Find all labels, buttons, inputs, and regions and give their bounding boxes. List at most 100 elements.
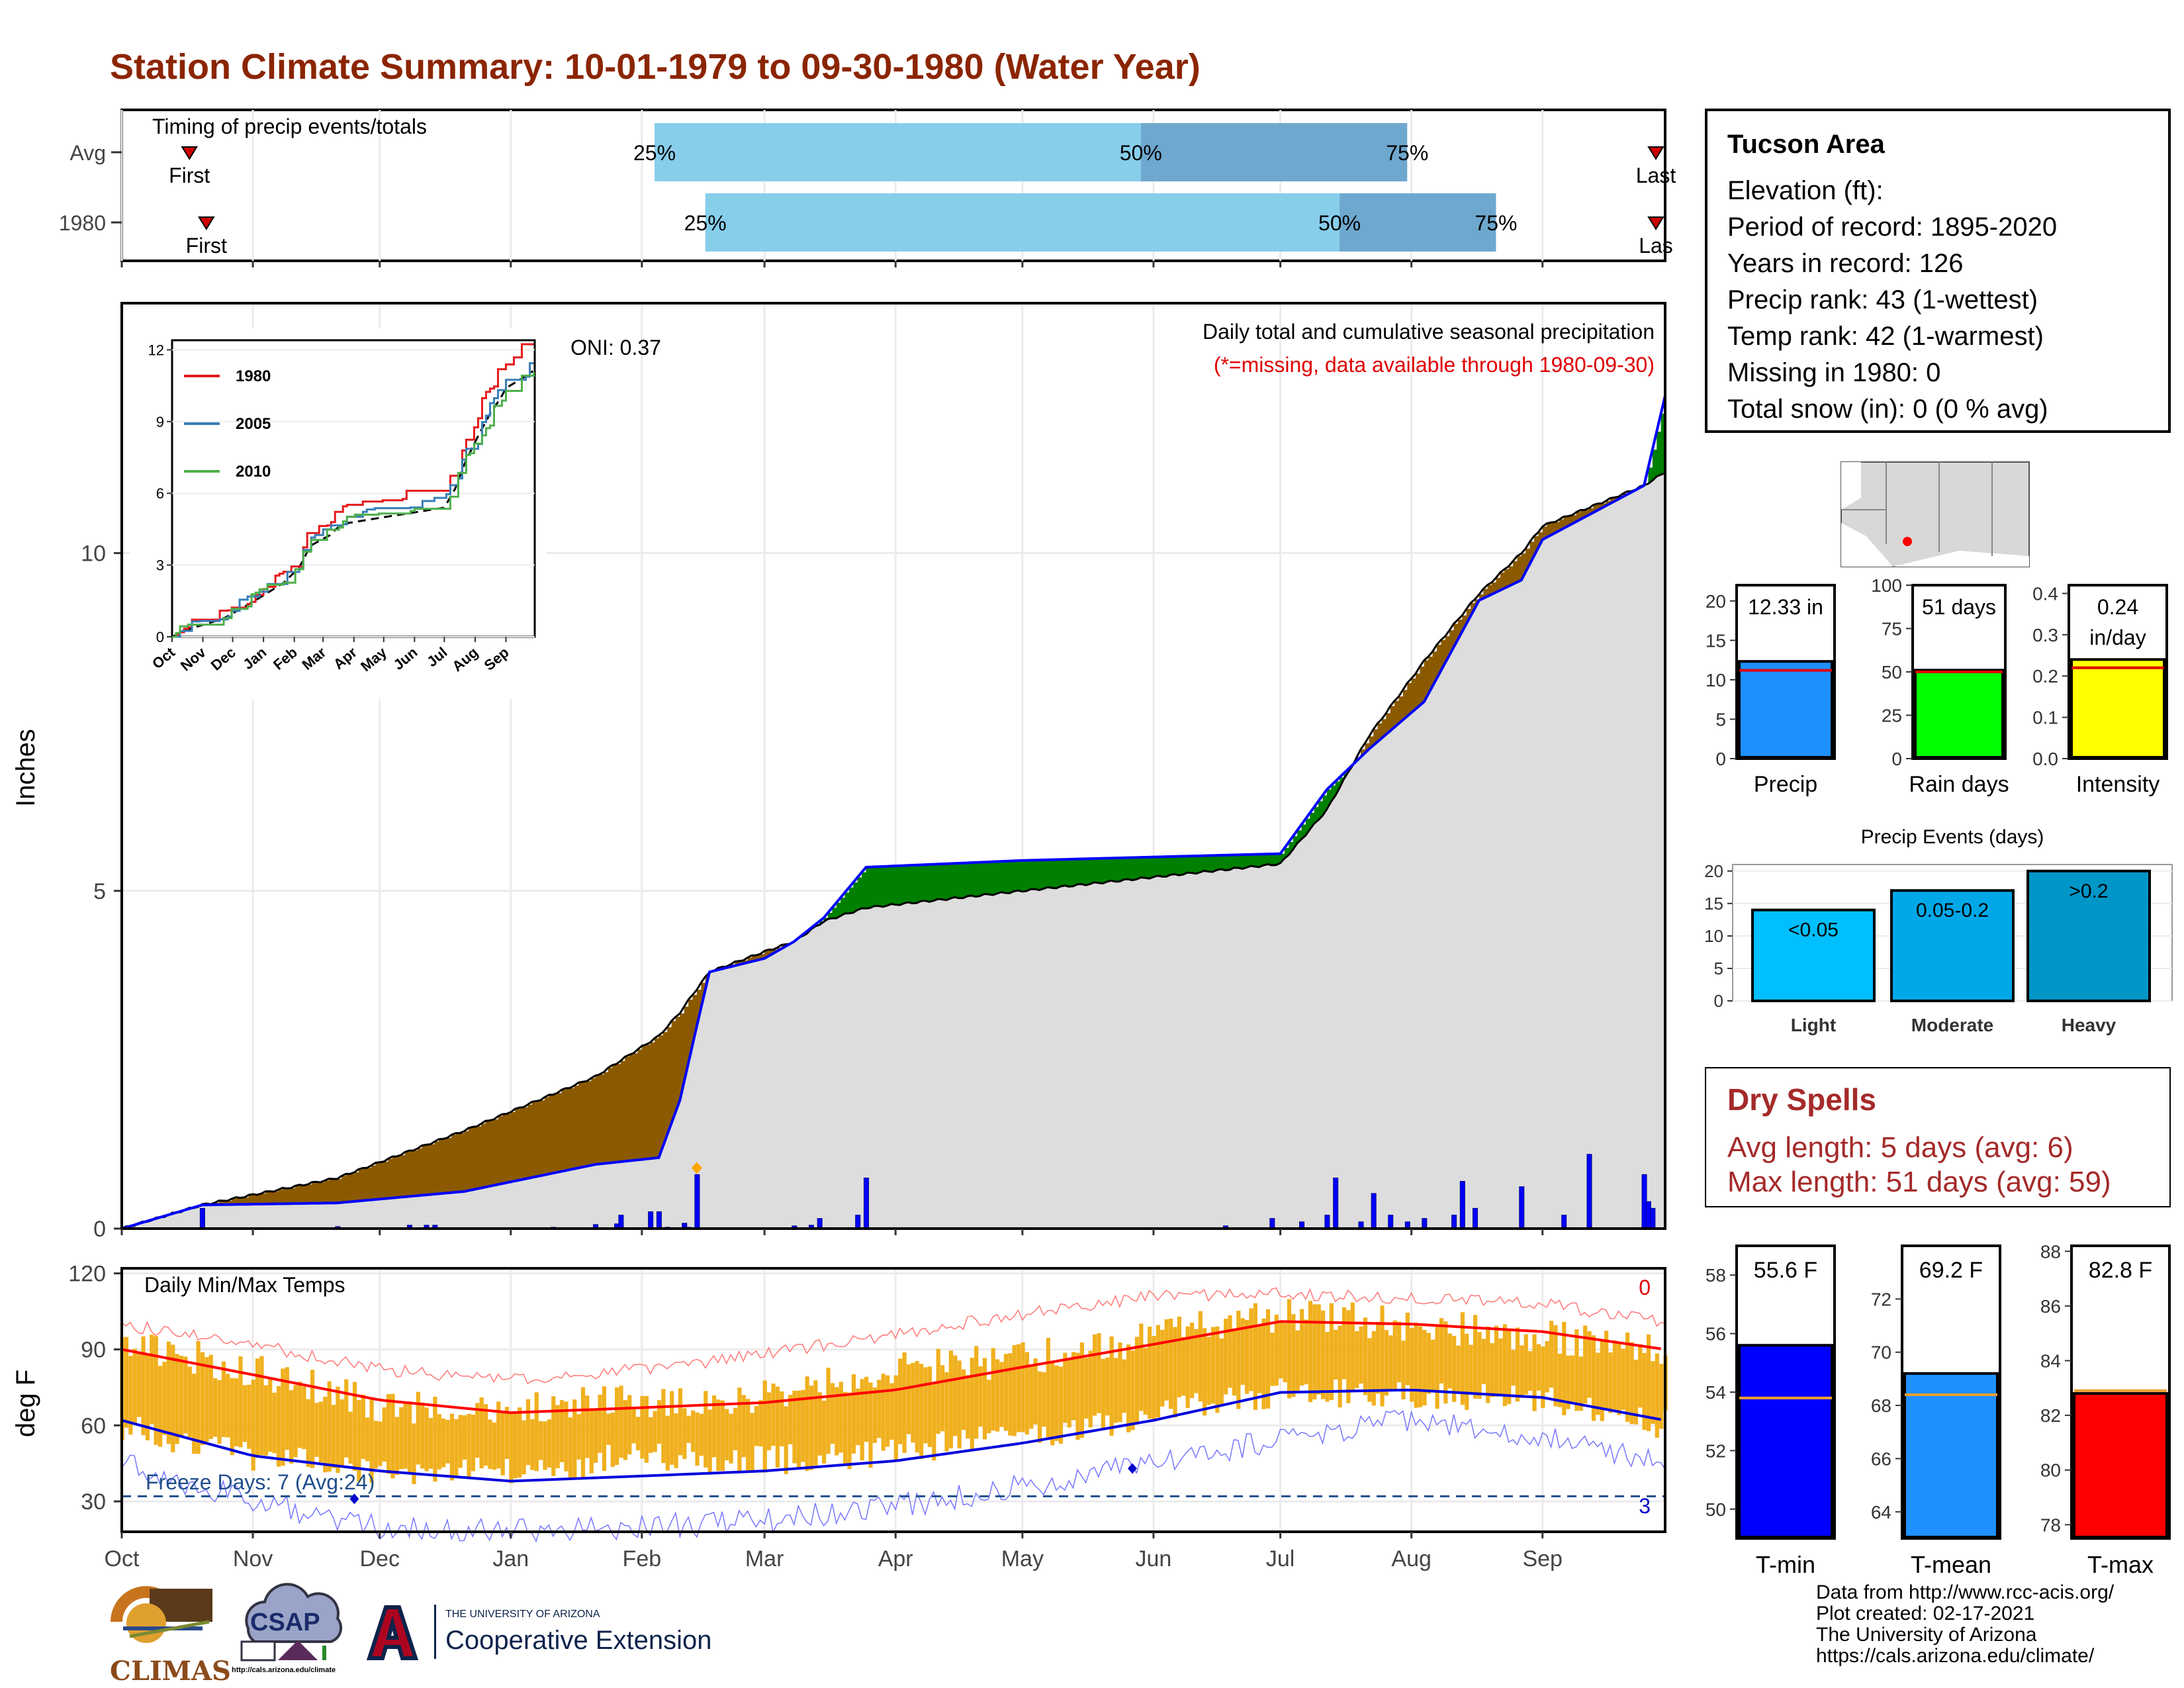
daily-temp-bar [940,1365,945,1432]
record-high-count: 0 [1639,1276,1651,1299]
daily-temp-bar [640,1395,645,1459]
daily-temp-bar [1203,1328,1207,1416]
deficit-fill [1610,498,1615,504]
deficit-fill [1555,522,1560,533]
locator-map [1841,461,2030,567]
deficit-fill [1453,624,1459,647]
surplus-fill [1060,859,1066,887]
daily-temp-bar [424,1407,429,1472]
summary-ytick-label: 15 [1706,630,1726,651]
deficit-fill [451,1135,457,1193]
surplus-fill [1326,789,1332,810]
surplus-fill [1335,781,1340,796]
temp-summary-ytick-label: 54 [1706,1382,1726,1403]
daily-temp-bar [1396,1321,1402,1383]
map-state-borders [1841,462,1993,556]
deficit-fill [232,1199,237,1205]
daily-temp-bar [1274,1315,1279,1386]
daily-temp-bar [357,1400,361,1482]
daily-temp-bar [915,1361,919,1453]
daily-temp-bar [306,1399,310,1467]
summary-ytick-label: 50 [1882,662,1902,682]
climas-logo: CLIMAS [110,1582,231,1687]
surplus-fill [1136,857,1142,880]
surplus-fill [895,866,901,905]
daily-temp-bar [251,1380,255,1471]
daily-temp-bar [1279,1321,1283,1379]
daily-temp-bar [394,1417,399,1476]
month-label-May: May [1001,1546,1044,1571]
csap-url: http://cals.arizona.edu/climate [232,1666,336,1674]
daily-temp-bar [221,1361,226,1437]
daily-precip-bar [694,1174,700,1229]
daily-precip-bar [1451,1215,1457,1229]
deficit-fill [316,1182,321,1203]
temp-summary-bar-T-max [2073,1392,2168,1539]
daily-temp-bar [387,1394,391,1474]
daily-temp-bar [623,1400,627,1460]
deficit-fill [329,1178,334,1203]
deficit-fill [751,955,756,962]
inset-legend-label: 1980 [236,367,271,385]
daily-temp-bar [602,1386,607,1472]
daily-temp-bar [171,1344,175,1452]
daily-temp-bar [1456,1345,1461,1394]
deficit-fill [1551,522,1556,536]
timing-first-label: First [186,234,227,258]
surplus-fill [1069,859,1074,887]
credit-data-source: Data from http://www.rcc-acis.org/ [1816,1581,2115,1603]
deficit-fill [392,1156,397,1198]
deficit-fill [696,990,702,1026]
surplus-fill [1030,860,1036,890]
deficit-fill [1411,678,1416,713]
daily-temp-bar [281,1368,285,1466]
deficit-fill [447,1137,452,1194]
timing-p75-label: 75% [1475,211,1517,235]
daily-temp-bar [631,1407,636,1444]
daily-temp-bar [594,1408,598,1463]
deficit-fill [1420,666,1425,706]
deficit-fill [274,1192,279,1204]
daily-temp-bar [323,1396,328,1473]
daily-temp-bar [1283,1323,1287,1383]
daily-temp-bar [1257,1325,1262,1393]
deficit-fill [244,1197,250,1205]
daily-precip-bar [1459,1181,1465,1229]
surplus-fill [1280,853,1285,863]
info-elevation: Elevation (ft): [1727,176,1884,205]
summary-ytick-label: 0 [1715,749,1726,769]
daily-temp-bar [762,1380,767,1473]
daily-temp-bar [670,1391,674,1465]
surplus-fill [1187,856,1193,873]
temp-panel-label: Daily Min/Max Temps [144,1273,345,1297]
summary-ytick-label: 75 [1882,619,1902,639]
daily-temp-bar [340,1399,344,1466]
daily-temp-bar [124,1336,129,1428]
daily-precip-bar [199,1207,205,1229]
daily-temp-bar [948,1350,953,1449]
daily-temp-bar [704,1391,708,1468]
surplus-fill [933,864,938,901]
deficit-fill [553,1094,558,1174]
surplus-fill [1204,855,1209,871]
deficit-fill [223,1200,228,1205]
daily-temp-bar [1617,1343,1621,1415]
deficit-fill [367,1168,372,1201]
surplus-fill [946,863,951,900]
surplus-fill [1128,857,1133,880]
daily-temp-bar [1642,1352,1647,1430]
deficit-fill [1521,553,1526,581]
daily-temp-bar [276,1385,281,1467]
daily-temp-bar [1376,1321,1381,1394]
record-low-diamond-icon [349,1493,359,1505]
precip-frame [120,302,1666,1230]
surplus-fill [1318,801,1324,820]
surplus-fill [866,867,871,909]
daily-temp-bar [695,1412,700,1466]
csap-logo: CSAP http://cals.arizona.edu/climate [232,1582,351,1681]
deficit-fill [485,1121,490,1188]
inset-series-line-2010 [172,371,535,638]
deficit-fill [248,1195,253,1205]
summary-ytick-label: 0.1 [2032,708,2058,728]
